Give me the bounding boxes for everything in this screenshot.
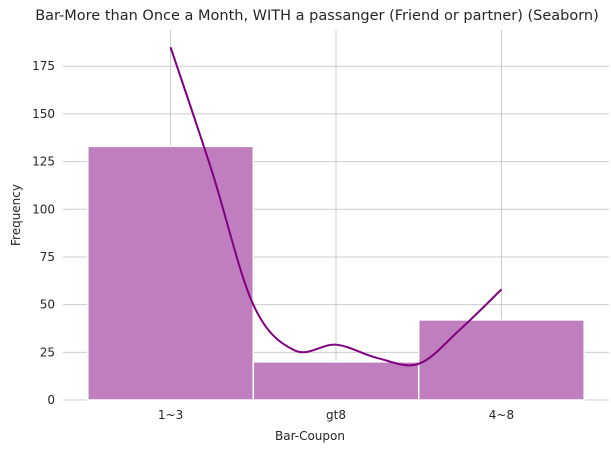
y-axis: 0 25 50 75 100 125 150 175 xyxy=(32,59,55,407)
bar xyxy=(417,319,585,401)
x-tick-label: 1~3 xyxy=(158,408,183,422)
bars xyxy=(87,145,585,401)
x-axis: 1~3 gt8 4~8 xyxy=(158,408,514,422)
x-tick-label: 4~8 xyxy=(489,408,514,422)
y-tick-label: 150 xyxy=(32,107,55,121)
y-tick-label: 0 xyxy=(47,393,55,407)
bar xyxy=(252,361,420,401)
y-tick-label: 75 xyxy=(40,250,55,264)
y-tick-label: 125 xyxy=(32,155,55,169)
y-tick-label: 50 xyxy=(40,298,55,312)
y-tick-label: 100 xyxy=(32,202,55,216)
y-axis-label: Frequency xyxy=(9,184,23,246)
x-tick-label: gt8 xyxy=(326,408,346,422)
y-tick-label: 175 xyxy=(32,59,55,73)
x-axis-label: Bar-Coupon xyxy=(275,429,345,443)
bar xyxy=(87,145,255,401)
kde-line xyxy=(169,46,503,367)
y-tick-label: 25 xyxy=(40,345,55,359)
chart-title: Bar-More than Once a Month, WITH a passa… xyxy=(35,8,599,24)
